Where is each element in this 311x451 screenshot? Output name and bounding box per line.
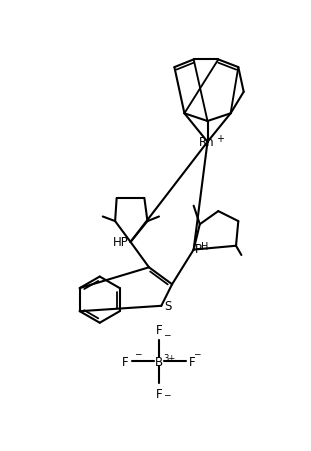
Text: F: F xyxy=(122,355,129,368)
Text: F: F xyxy=(156,387,162,400)
Text: B: B xyxy=(155,355,163,368)
Text: −: − xyxy=(193,349,200,358)
Text: Rh: Rh xyxy=(199,136,215,149)
Text: +: + xyxy=(216,133,224,143)
Text: F: F xyxy=(156,323,162,336)
Text: −: − xyxy=(163,329,170,338)
Text: 3+: 3+ xyxy=(164,353,176,362)
Text: F: F xyxy=(189,355,196,368)
Text: S: S xyxy=(165,299,172,312)
Text: −: − xyxy=(163,389,170,398)
Text: HP: HP xyxy=(113,235,128,248)
Text: −: − xyxy=(134,349,141,358)
Text: P: P xyxy=(195,243,202,256)
Text: H: H xyxy=(201,241,209,251)
